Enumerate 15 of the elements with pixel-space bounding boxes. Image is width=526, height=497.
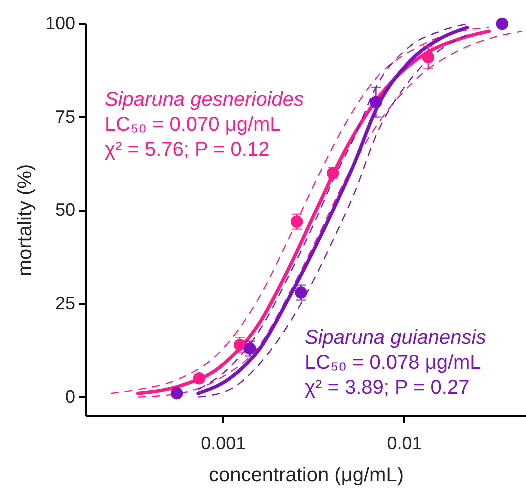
annotation: LC₅₀ = 0.078 μg/mL	[305, 352, 482, 374]
y-tick-label: 0	[65, 386, 76, 407]
y-tick-label: 25	[55, 294, 76, 314]
y-tick-label: 50	[55, 200, 76, 220]
annotation: χ² = 3.89; P = 0.27	[305, 377, 470, 399]
annotation: χ² = 5.76; P = 0.12	[105, 139, 270, 161]
y-axis-title: mortality (%)	[14, 164, 36, 277]
y-tick-label: 100	[45, 14, 76, 34]
y-tick-label: 75	[55, 106, 76, 127]
x-tick-label: 0.001	[201, 434, 246, 454]
text: Siparuna gesnerioides	[105, 89, 304, 111]
series-label: Siparuna guianensis	[305, 327, 486, 349]
x-tick-label: 0.01	[387, 434, 422, 454]
annotation: LC₅₀ = 0.070 μg/mL	[105, 114, 282, 136]
x-axis-title: concentration (μg/mL)	[209, 464, 404, 486]
